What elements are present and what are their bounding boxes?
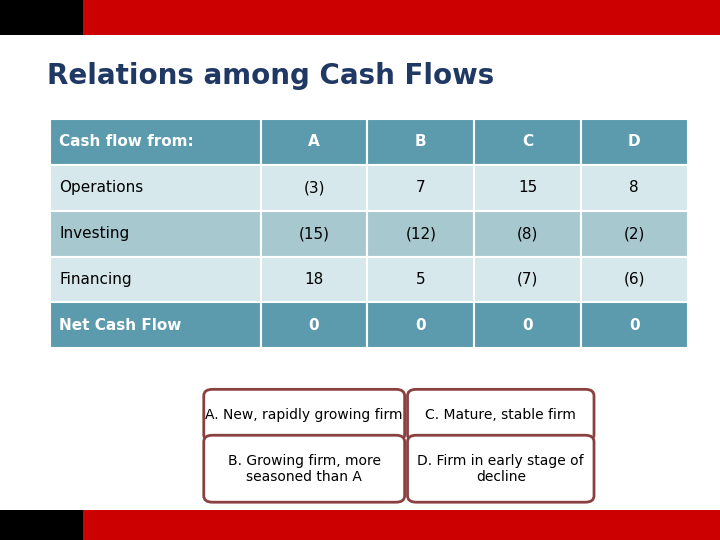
FancyBboxPatch shape xyxy=(204,389,405,441)
Bar xyxy=(581,256,688,302)
Text: A. New, rapidly growing firm: A. New, rapidly growing firm xyxy=(205,408,403,422)
Text: D: D xyxy=(628,134,641,149)
Text: Net Cash Flow: Net Cash Flow xyxy=(59,318,181,333)
Bar xyxy=(367,256,474,302)
Bar xyxy=(261,256,367,302)
Bar xyxy=(474,165,581,211)
Text: (12): (12) xyxy=(405,226,436,241)
Text: Financing: Financing xyxy=(59,272,132,287)
Bar xyxy=(261,119,367,165)
Text: 18: 18 xyxy=(305,272,324,287)
Text: Relations among Cash Flows: Relations among Cash Flows xyxy=(47,62,494,90)
Bar xyxy=(474,256,581,302)
Text: C. Mature, stable firm: C. Mature, stable firm xyxy=(426,408,576,422)
Bar xyxy=(581,302,688,348)
Text: Investing: Investing xyxy=(59,226,130,241)
Bar xyxy=(0,510,83,540)
Bar xyxy=(261,165,367,211)
Bar xyxy=(367,119,474,165)
FancyBboxPatch shape xyxy=(408,435,594,502)
Text: 0: 0 xyxy=(629,318,639,333)
Text: (8): (8) xyxy=(517,226,538,241)
Bar xyxy=(581,165,688,211)
Text: D. Firm in early stage of
decline: D. Firm in early stage of decline xyxy=(418,454,584,484)
Text: Cash flow from:: Cash flow from: xyxy=(59,134,194,149)
Text: (3): (3) xyxy=(303,180,325,195)
Text: (6): (6) xyxy=(624,272,645,287)
Bar xyxy=(50,302,261,348)
Bar xyxy=(581,211,688,256)
Bar xyxy=(474,211,581,256)
Text: 15: 15 xyxy=(518,180,537,195)
Text: A: A xyxy=(308,134,320,149)
FancyBboxPatch shape xyxy=(204,435,405,502)
Bar xyxy=(581,119,688,165)
Text: 0: 0 xyxy=(309,318,320,333)
Text: (7): (7) xyxy=(517,272,538,287)
Bar xyxy=(367,165,474,211)
Bar xyxy=(50,211,261,256)
Text: 7: 7 xyxy=(416,180,426,195)
Bar xyxy=(50,119,261,165)
Text: (15): (15) xyxy=(299,226,330,241)
Text: 5: 5 xyxy=(416,272,426,287)
Text: B. Growing firm, more
seasoned than A: B. Growing firm, more seasoned than A xyxy=(228,454,381,484)
Bar xyxy=(0,0,720,35)
Text: (2): (2) xyxy=(624,226,645,241)
Text: 0: 0 xyxy=(415,318,426,333)
Bar xyxy=(50,165,261,211)
Text: Operations: Operations xyxy=(59,180,143,195)
Text: 0: 0 xyxy=(522,318,533,333)
Bar xyxy=(474,302,581,348)
Text: 8: 8 xyxy=(629,180,639,195)
Bar xyxy=(0,510,720,540)
Bar xyxy=(367,302,474,348)
Bar xyxy=(474,119,581,165)
Bar xyxy=(261,211,367,256)
Bar xyxy=(261,302,367,348)
Bar xyxy=(50,256,261,302)
Bar xyxy=(0,0,83,35)
Text: B: B xyxy=(415,134,426,149)
FancyBboxPatch shape xyxy=(408,389,594,441)
Bar xyxy=(367,211,474,256)
Text: C: C xyxy=(522,134,533,149)
